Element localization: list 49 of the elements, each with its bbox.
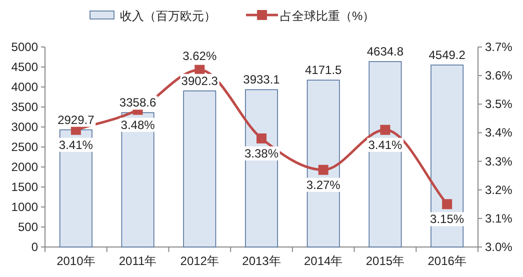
y2-tick-label: 3.2% [485,182,513,197]
y-tick-label: 2000 [11,160,38,174]
point [442,199,452,210]
y2-tick-label: 3.1% [485,211,513,226]
y2-tick-label: 3.7% [485,40,513,54]
y-tick-label: 2500 [11,140,38,154]
point [318,164,328,175]
y-tick-label: 500 [18,220,38,234]
data-label: 3.15% [430,212,464,226]
x-tick-label: 2013年 [242,254,281,268]
data-label: 3.38% [244,146,279,160]
data-label: 4634.8 [366,44,404,59]
y2-tick-label: 3.5% [485,97,513,112]
y2-tick-label: 3.0% [485,240,513,254]
y-tick-label: 3500 [11,100,38,114]
x-tick-label: 2010年 [56,254,96,268]
legend-label: 收入（百万欧元） [120,9,216,23]
data-label: 3.41% [58,138,94,152]
y2-tick-label: 3.4% [485,126,513,140]
y2-tick-label: 3.3% [485,154,513,168]
bar [430,64,464,248]
point [380,124,390,135]
data-label: 4549.2 [428,48,466,62]
x-tick-label: 2012年 [180,254,219,268]
x-tick-label: 2011年 [118,254,157,268]
x-tick-label: 2016年 [428,254,466,268]
y-tick-label: 4000 [11,80,38,94]
y-tick-label: 0 [31,240,38,254]
data-label: 2929.7 [58,112,95,127]
x-tick-label: 2014年 [304,254,343,268]
data-label: 3902.3 [181,74,218,88]
point [256,133,266,144]
data-label: 3.48% [120,118,156,132]
point [194,64,205,75]
data-label: 3.27% [306,178,341,192]
bar [183,90,216,248]
y-tick-label: 3000 [11,120,38,134]
y2-tick-label: 3.6% [485,68,513,83]
x-tick-label: 2015年 [366,254,405,268]
y-tick-label: 1000 [11,200,38,214]
y-tick-label: 1500 [11,180,38,194]
data-label: 3933.1 [243,72,280,87]
data-label: 3.62% [182,48,217,63]
data-label: 4171.5 [305,63,342,78]
data-label: 3.41% [368,138,403,152]
y-tick-label: 5000 [11,40,38,54]
y-tick-label: 4500 [11,60,38,74]
data-label: 3358.6 [119,96,156,110]
legend-label: 占全球比重（%） [280,9,375,23]
